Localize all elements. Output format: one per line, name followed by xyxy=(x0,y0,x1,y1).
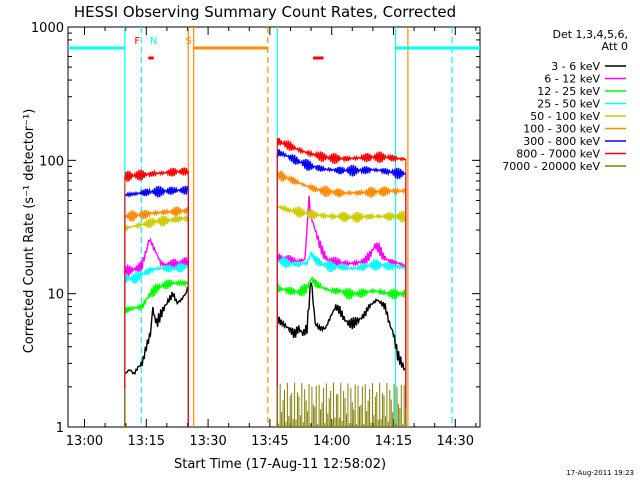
plot-frame xyxy=(67,26,481,428)
series-line-1 xyxy=(124,237,189,277)
series-line-6 xyxy=(276,148,406,180)
x-tick-label: 13:15 xyxy=(128,434,165,449)
series-line-3 xyxy=(124,262,189,284)
series-line-5 xyxy=(124,206,189,222)
series-line-7 xyxy=(124,167,189,182)
x-tick-label: 14:30 xyxy=(437,434,474,449)
legend-label: 800 - 7000 keV xyxy=(516,148,600,161)
legend-title-line: Det 1,3,4,5,6, xyxy=(552,28,628,41)
x-tick-label: 13:00 xyxy=(66,434,103,449)
x-axis-label: Start Time (17-Aug-11 12:58:02) xyxy=(174,457,386,472)
y-axis-label-wrap: Corrected Count Rate (s⁻¹ detector⁻¹) xyxy=(22,109,37,354)
legend-label: 50 - 100 keV xyxy=(530,110,600,123)
series-line-2 xyxy=(276,275,407,300)
x-tick-label: 14:15 xyxy=(375,434,412,449)
legend-label: 6 - 12 keV xyxy=(544,73,600,86)
y-tick-label: 1 xyxy=(56,421,64,436)
series-8-spikes xyxy=(124,387,127,427)
y-tick-label: 10 xyxy=(47,288,64,303)
y-tick-label: 100 xyxy=(39,154,64,169)
timestamp-label: 17-Aug-2011 19:23 xyxy=(566,469,634,477)
flag-letter: S xyxy=(186,36,192,47)
series-line-7 xyxy=(276,137,407,164)
x-tick-label: 14:00 xyxy=(313,434,350,449)
legend-label: 7000 - 20000 keV xyxy=(502,160,600,173)
legend-label: 25 - 50 keV xyxy=(537,98,600,111)
series-line-4 xyxy=(276,203,407,223)
legend-label: 12 - 25 keV xyxy=(537,85,600,98)
chart-title: HESSI Observing Summary Count Rates, Cor… xyxy=(74,3,456,21)
series-line-5 xyxy=(276,170,407,198)
legend-title-line: Att 0 xyxy=(602,40,628,53)
series-line-4 xyxy=(124,214,189,233)
y-tick-label: 1000 xyxy=(31,21,64,36)
plot-area: 1 10 100 1000 13:00 13:15 13:30 13:45 14:00 14:15… xyxy=(31,21,481,449)
flag-letter: F xyxy=(134,36,140,47)
legend-label: 3 - 6 keV xyxy=(551,60,600,73)
series-line-2 xyxy=(124,278,189,314)
legend-label: 300 - 800 keV xyxy=(523,135,600,148)
y-axis-label: Corrected Count Rate (s⁻¹ detector⁻¹) xyxy=(22,109,37,354)
series-8-spikes xyxy=(276,382,407,427)
flag-letter: N xyxy=(150,36,157,47)
x-tick-label: 13:45 xyxy=(251,434,288,449)
legend-label: 100 - 300 keV xyxy=(523,123,600,136)
series-line-3 xyxy=(276,250,407,273)
series-line-0 xyxy=(124,286,189,375)
series-line-1 xyxy=(276,195,406,269)
x-tick-label: 13:30 xyxy=(189,434,226,449)
series-line-6 xyxy=(124,185,189,198)
series-line-0 xyxy=(276,282,407,372)
